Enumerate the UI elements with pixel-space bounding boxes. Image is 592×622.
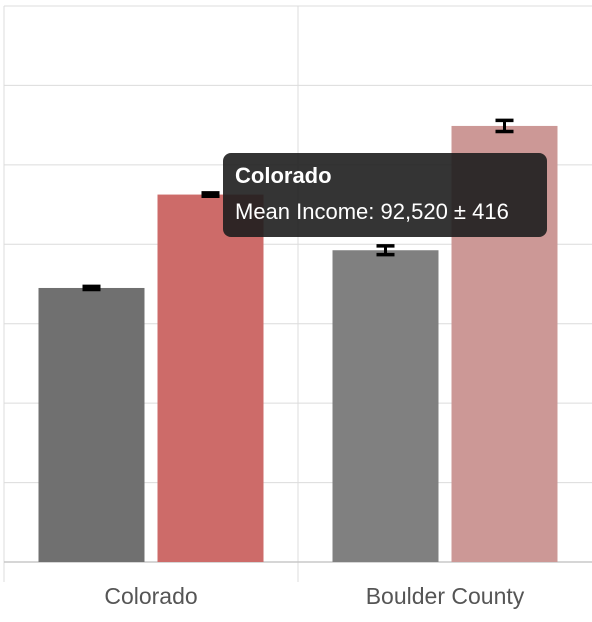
error-bars xyxy=(82,118,514,292)
bar[interactable] xyxy=(332,250,439,562)
x-tick-label: Colorado xyxy=(104,583,197,609)
error-bar xyxy=(201,191,220,198)
tooltip-body: Mean Income: 92,520 ± 416 xyxy=(235,199,509,224)
bar[interactable] xyxy=(38,287,145,562)
error-bar xyxy=(376,244,395,257)
error-bar xyxy=(82,284,101,292)
tooltip-title: Colorado xyxy=(235,163,332,188)
bar[interactable] xyxy=(157,194,264,563)
x-axis-tick-labels: Colorado Boulder County xyxy=(104,583,524,609)
error-bar xyxy=(495,118,514,134)
tooltip: Colorado Mean Income: 92,520 ± 416 xyxy=(223,153,547,237)
x-tick-label: Boulder County xyxy=(366,583,525,609)
